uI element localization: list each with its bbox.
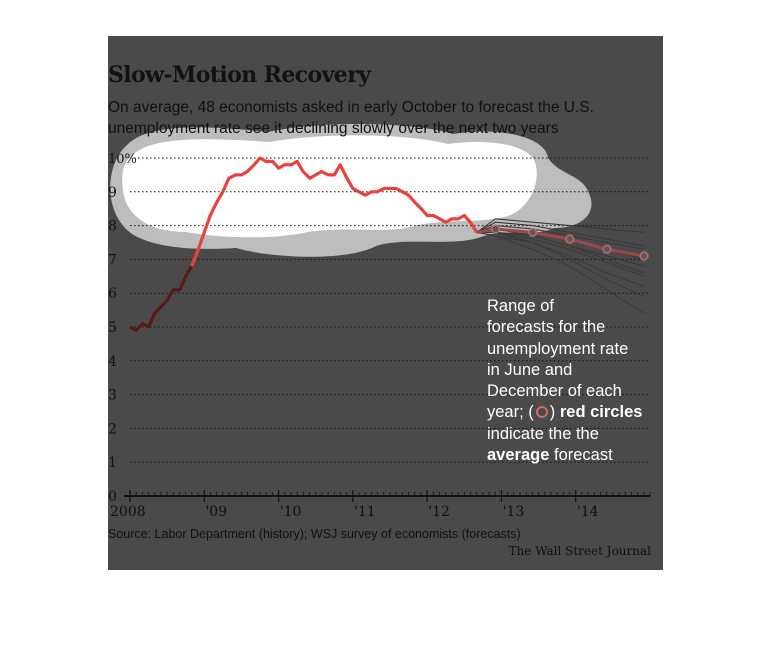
forecast-range-line [476, 218, 645, 233]
forecast-range-line [476, 221, 645, 247]
average-forecast-point [528, 227, 538, 237]
gridlines-layer [130, 157, 650, 463]
publisher-credit: The Wall Street Journal [508, 544, 651, 558]
highlight-cloud-inner [122, 135, 537, 238]
average-forecast-layer [476, 224, 649, 261]
forecast-range-line [476, 231, 645, 298]
x-tick-label: '11 [354, 504, 376, 520]
y-tick-label: 3 [108, 388, 117, 404]
y-tick-label: 6 [108, 286, 117, 302]
annotation-line: indicate the the [487, 424, 599, 443]
subtitle-line-1: On average, 48 economists asked in early… [108, 99, 594, 116]
y-tick-label: 10% [108, 152, 137, 167]
chart-card: 0 1 2 3 4 5 6 7 8 9 10% 2008 '09 '10 '11 '12 '13 '14 Slow… [108, 36, 663, 570]
x-tick-label: '12 [428, 504, 450, 520]
annotation-line: forecasts for the [487, 318, 606, 337]
average-forecast-point [565, 234, 575, 244]
forecast-range-line [476, 231, 645, 314]
axis-layer: 0 1 2 3 4 5 6 7 8 9 10% 2008 '09 '10 '11 '12 '13 '14 [108, 152, 651, 520]
x-tick-label: '13 [503, 504, 525, 520]
red-circle-icon [535, 406, 548, 419]
x-tick-label: '09 [205, 504, 227, 520]
annotation-line: Range of [487, 297, 554, 315]
annotation-line: average forecast [487, 445, 655, 466]
annotation-text: ) [549, 403, 556, 422]
x-tick-label: 2008 [110, 504, 146, 520]
chart-plot: 0 1 2 3 4 5 6 7 8 9 10% 2008 '09 '10 '11 '12 '13 '14 [108, 123, 651, 520]
y-tick-label: 4 [108, 354, 117, 370]
y-tick-label: 5 [108, 320, 117, 336]
annotation-text: year; ( [487, 403, 534, 422]
subtitle-line-2: unemployment rate see it declining slowl… [108, 120, 559, 137]
y-tick-label: 2 [108, 421, 117, 437]
source-note: Source: Labor Department (history); WSJ … [108, 527, 521, 541]
annotation-bold-text: average [487, 446, 550, 465]
average-forecast-point [602, 244, 612, 254]
x-tick-label: '14 [577, 504, 599, 520]
y-tick-label: 7 [108, 252, 117, 268]
annotation-line: unemployment rate [487, 339, 629, 358]
chart-subtitle: On average, 48 economists asked in early… [108, 97, 663, 139]
y-tick-label: 0 [108, 489, 117, 505]
annotation-line: year; () red circles [487, 402, 655, 423]
annotation-line: in June and [487, 360, 573, 379]
annotation-text: forecast [553, 446, 613, 465]
annotation-line: December of each [487, 382, 622, 401]
history-line-early [129, 265, 193, 332]
average-forecast-point [490, 224, 501, 234]
y-tick-label: 9 [108, 185, 117, 201]
average-forecast-point [639, 251, 649, 261]
x-tick-label: '10 [280, 504, 302, 520]
annotation-bold-text: red circles [559, 403, 643, 422]
chart-title: Slow-Motion Recovery [108, 62, 371, 88]
history-line [190, 156, 479, 267]
y-tick-label: 1 [108, 455, 117, 471]
history-layer [129, 156, 479, 332]
forecast-annotation: Range of forecasts for the unemployment … [487, 296, 655, 466]
y-tick-label: 8 [108, 219, 117, 235]
